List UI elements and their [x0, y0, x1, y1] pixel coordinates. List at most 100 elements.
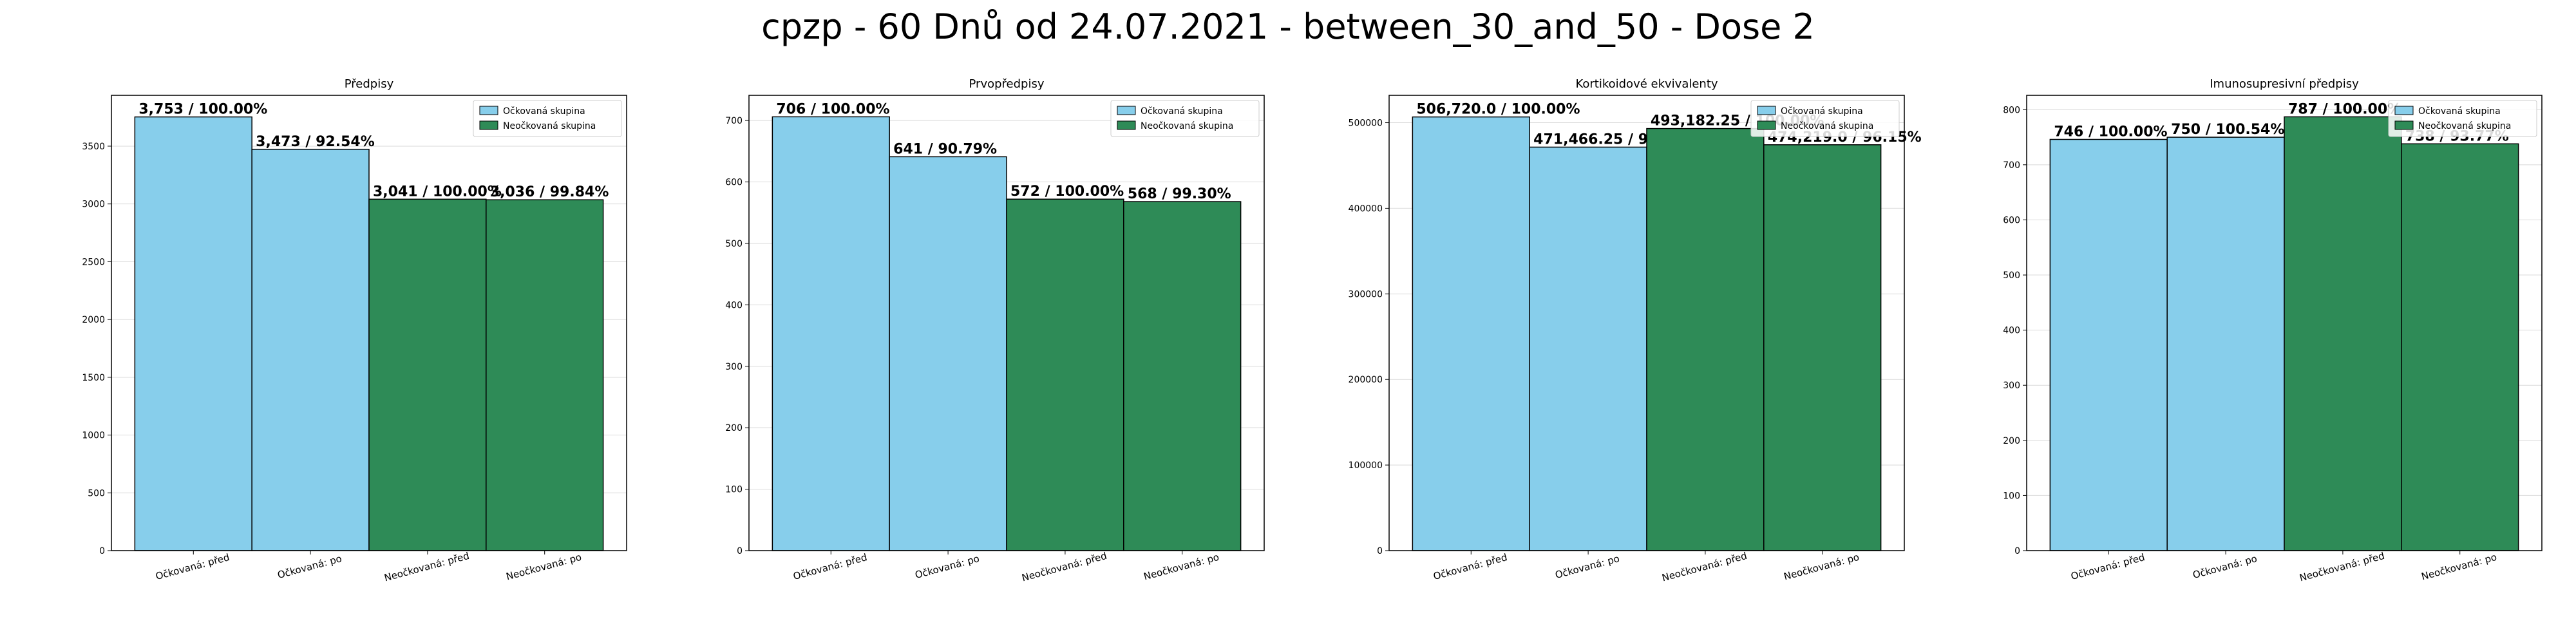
x-tick-label: Očkovaná: po [276, 553, 343, 581]
legend-label: Očkovaná skupina [503, 106, 585, 117]
y-tick-label: 500 [88, 488, 105, 498]
bar [1763, 144, 1882, 551]
y-tick-label: 0 [737, 546, 743, 556]
y-tick-label: 300 [725, 362, 743, 372]
y-tick-label: 1000 [82, 431, 105, 441]
y-tick-label: 3000 [82, 200, 105, 210]
axes-frame [748, 95, 1265, 551]
legend-label: Neočkovaná skupina [1781, 121, 1873, 131]
legend-label: Neočkovaná skupina [1141, 121, 1233, 131]
legend-swatch [1117, 120, 1136, 130]
y-tick-label: 400 [2003, 326, 2020, 336]
x-tick-label: Neočkovaná: po [505, 551, 583, 583]
y-tick-label: 0 [1377, 546, 1383, 556]
legend-label: Očkovaná skupina [1781, 106, 1863, 117]
y-tick-label: 400 [725, 300, 743, 310]
bar-data-label: 787 / 100.00% [2288, 101, 2401, 117]
figure-title: cpzp - 60 Dnů od 24.07.2021 - between_30… [761, 6, 1815, 47]
bar-data-label: 572 / 100.00% [1010, 184, 1124, 200]
y-tick-label: 200000 [1349, 375, 1383, 385]
legend-box [473, 100, 622, 137]
bar [1646, 128, 1765, 551]
legend-label: Neočkovaná skupina [503, 121, 596, 131]
x-tick-label: Očkovaná: před [792, 551, 869, 582]
x-tick-label: Očkovaná: před [155, 551, 231, 582]
x-tick-label: Neočkovaná: před [1661, 550, 1748, 584]
x-tick-label: Neočkovaná: po [1783, 551, 1861, 583]
y-tick-label: 300000 [1349, 289, 1383, 299]
bar [2166, 137, 2285, 551]
axes-frame [2026, 95, 2543, 551]
y-tick-label: 100000 [1349, 460, 1383, 471]
bar-data-label: 3,473 / 92.54% [256, 134, 375, 150]
bar [1412, 116, 1530, 551]
bar [251, 149, 370, 551]
legend-label: Očkovaná skupina [2418, 106, 2501, 117]
axes-frame [1388, 95, 1905, 551]
legend-swatch [1757, 106, 1776, 115]
bar-data-label: 750 / 100.54% [2171, 122, 2284, 138]
legend-label: Očkovaná skupina [1141, 106, 1223, 117]
legend-box [1110, 100, 1260, 137]
legend-swatch [1757, 120, 1776, 130]
legend-swatch [479, 106, 498, 115]
bar [368, 198, 487, 551]
bar [2401, 143, 2519, 551]
subplot-title: Kortikoidové ekvivalenty [1575, 77, 1718, 91]
y-tick-label: 0 [2014, 546, 2020, 556]
chart-panel-3: Kortikoidové ekvivalenty 0 100000 200000 300… [1349, 77, 1922, 583]
y-tick-label: 600 [2003, 215, 2020, 225]
y-tick-label: 800 [2003, 105, 2020, 115]
x-tick-label: Očkovaná: po [914, 553, 981, 581]
bar-data-label: 568 / 99.30% [1128, 186, 1231, 202]
legend-swatch [2394, 106, 2414, 115]
bar [2284, 116, 2402, 551]
y-tick-label: 500000 [1349, 118, 1383, 129]
y-tick-label: 200 [725, 423, 743, 433]
bar [2049, 138, 2168, 551]
y-tick-label: 500 [725, 239, 743, 249]
bar-data-label: 641 / 90.79% [893, 141, 997, 157]
bar-data-label: 706 / 100.00% [776, 101, 889, 117]
y-tick-label: 400000 [1349, 204, 1383, 214]
x-tick-label: Neočkovaná: před [2298, 550, 2386, 584]
y-tick-label: 300 [2003, 381, 2020, 391]
x-tick-label: Neočkovaná: před [1021, 550, 1108, 584]
y-tick-label: 700 [725, 116, 743, 126]
legend-box [1750, 100, 1900, 137]
x-tick-label: Neočkovaná: po [1142, 551, 1220, 583]
bar [1123, 201, 1242, 551]
legend-swatch [1117, 106, 1136, 115]
y-tick-label: 1500 [82, 373, 105, 383]
y-tick-label: 2500 [82, 257, 105, 267]
bar-data-label: 3,753 / 100.00% [138, 102, 267, 118]
y-tick-label: 600 [725, 178, 743, 188]
subplot-title: Prvopředpisy [969, 77, 1045, 91]
y-tick-label: 500 [2003, 270, 2020, 281]
chart-panel-1: Předpisy 0 500 1000 1500 2000 2500 3000 3500 3,75… [82, 77, 627, 583]
y-tick-label: 700 [2003, 160, 2020, 171]
chart-panel-2: Prvopředpisy 0 100 200 300 400 500 600 700 706 / … [725, 77, 1265, 584]
subplot-title: Imunosupresivní předpisy [2210, 77, 2359, 91]
x-tick-label: Neočkovaná: po [2420, 551, 2498, 583]
subplot-title: Předpisy [345, 77, 394, 91]
y-tick-label: 100 [2003, 491, 2020, 501]
x-tick-label: Očkovaná: před [2070, 551, 2146, 582]
x-tick-label: Očkovaná: po [1554, 553, 1621, 581]
y-tick-label: 2000 [82, 315, 105, 325]
bar-data-label: 3,041 / 100.00% [373, 184, 502, 200]
legend-swatch [2394, 120, 2414, 130]
legend-label: Neočkovaná skupina [2418, 121, 2511, 131]
bar [889, 156, 1007, 551]
legend-swatch [479, 120, 498, 130]
bar [1006, 198, 1124, 551]
y-tick-label: 3500 [82, 142, 105, 152]
y-tick-label: 200 [2003, 436, 2020, 446]
bar-data-label: 506,720.0 / 100.00% [1416, 102, 1580, 118]
bar [772, 116, 890, 551]
x-tick-label: Očkovaná: před [1432, 551, 1509, 582]
y-tick-label: 0 [99, 546, 105, 556]
axes-frame [111, 95, 627, 551]
x-tick-label: Neočkovaná: před [383, 550, 471, 584]
